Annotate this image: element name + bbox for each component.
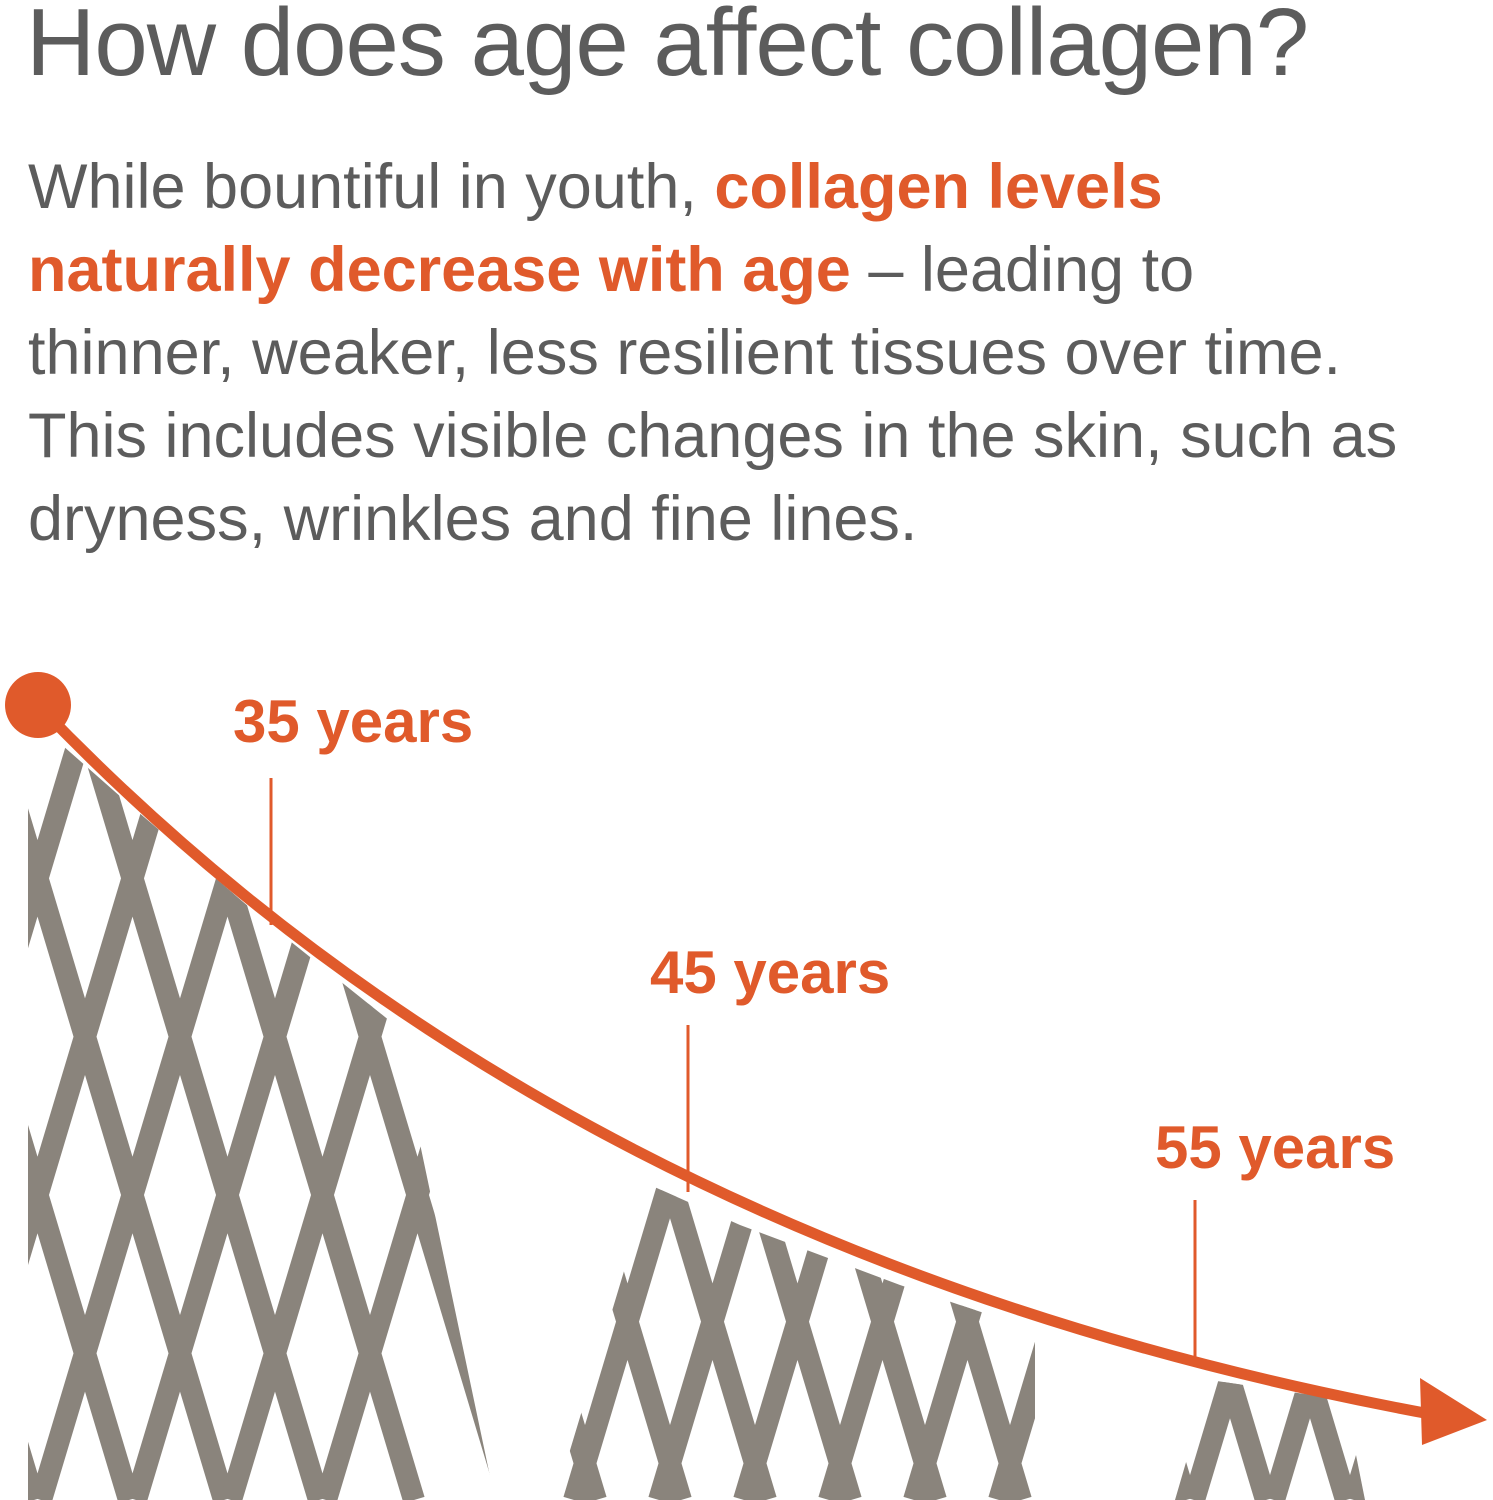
fiber bbox=[560, 720, 794, 1500]
decline-curve bbox=[34, 701, 1432, 1420]
fiber bbox=[74, 716, 330, 1500]
fiber bbox=[1175, 1380, 1197, 1500]
arrow-head bbox=[1420, 1378, 1487, 1445]
fiber bbox=[1114, 1380, 1150, 1500]
marker-label: 45 years bbox=[650, 939, 890, 1006]
fiber bbox=[1183, 1380, 1241, 1500]
fiber bbox=[454, 716, 495, 1500]
fiber bbox=[563, 1185, 681, 1500]
lattice-cluster bbox=[1114, 1380, 1365, 1500]
fiber bbox=[28, 716, 191, 1500]
fiber bbox=[1263, 1380, 1321, 1500]
marker-label: 55 years bbox=[1155, 1114, 1395, 1181]
start-dot bbox=[5, 672, 71, 738]
fiber bbox=[220, 716, 476, 1500]
fiber bbox=[1219, 1380, 1277, 1500]
marker-label: 35 years bbox=[233, 688, 473, 755]
paragraph: While bountiful in youth, collagen level… bbox=[28, 146, 1408, 561]
highlight: collagen levels naturally decrease with … bbox=[28, 152, 1163, 305]
title: How does age affect collagen? bbox=[26, 0, 1309, 96]
collagen-lattice bbox=[28, 716, 1365, 1500]
fiber bbox=[648, 1185, 766, 1500]
fiber bbox=[1343, 1380, 1365, 1500]
fiber bbox=[169, 716, 425, 1500]
fiber bbox=[28, 716, 96, 1500]
lattice-cluster bbox=[28, 716, 794, 1500]
fiber bbox=[315, 716, 495, 1500]
fiber bbox=[1299, 1380, 1357, 1500]
intro: While bountiful in youth, bbox=[28, 152, 697, 222]
fiber bbox=[264, 716, 495, 1500]
fiber bbox=[988, 1185, 1035, 1500]
rest: – leading to thinner, weaker, less resil… bbox=[28, 235, 1398, 554]
fiber bbox=[30, 716, 286, 1500]
